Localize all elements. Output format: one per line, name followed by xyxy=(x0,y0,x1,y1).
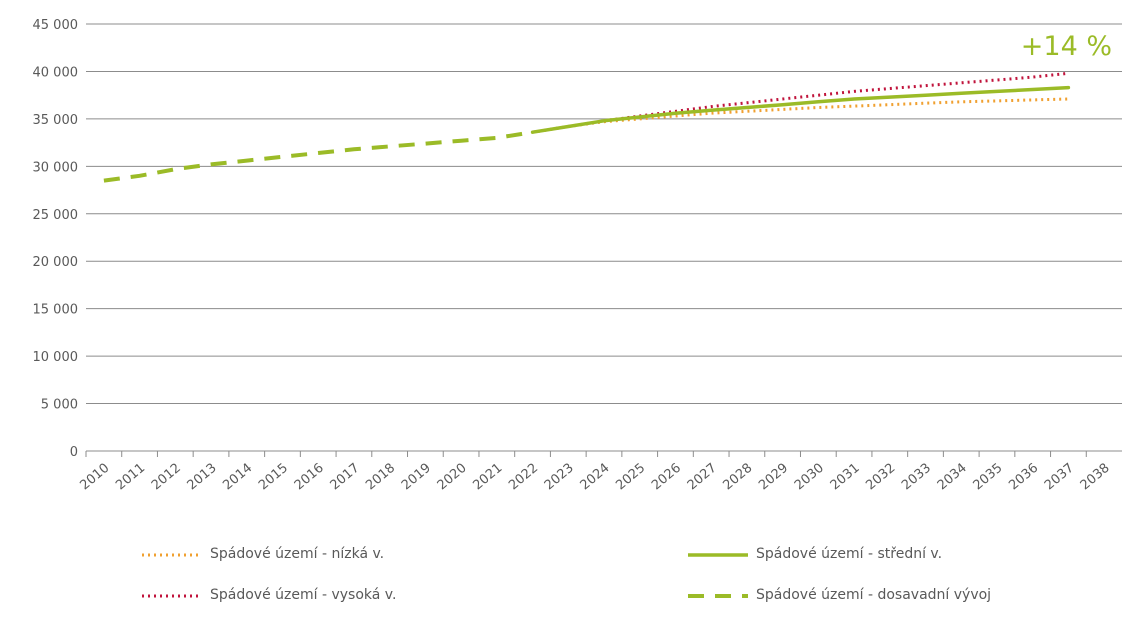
x-axis-ticks: 2010 2011 2012 2013 2014 2015 2016 2017 2018 2019… xyxy=(77,451,1113,494)
x-tick-label: 2031 xyxy=(828,461,863,494)
y-tick-label: 45 000 xyxy=(33,18,79,33)
series-line-2 xyxy=(530,85,1071,134)
x-tick-label: 2022 xyxy=(506,461,541,494)
legend-label: Spádové území - střední v. xyxy=(756,546,943,562)
y-tick-label: 10 000 xyxy=(33,350,79,365)
y-tick-label: 25 000 xyxy=(33,208,79,223)
y-tick-label: 40 000 xyxy=(33,65,79,80)
x-tick-label: 2028 xyxy=(720,461,755,494)
x-tick-label: 2020 xyxy=(435,461,470,494)
x-tick-label: 2018 xyxy=(363,461,398,494)
x-tick-label: 2012 xyxy=(149,461,184,494)
x-tick-label: 2014 xyxy=(220,461,255,494)
y-tick-label: 20 000 xyxy=(33,255,79,270)
y-axis-ticks: 0 5 000 10 000 15 000 20 000 25 000 30 000 35 0… xyxy=(33,18,79,460)
x-tick-label: 2032 xyxy=(863,461,898,494)
series-line-3 xyxy=(103,130,533,183)
legend-swatch xyxy=(688,553,748,557)
y-tick-label: 15 000 xyxy=(33,303,79,318)
legend-label: Spádové území - dosavadní vývoj xyxy=(756,587,992,603)
x-tick-label: 2017 xyxy=(328,461,363,494)
x-tick-label: 2036 xyxy=(1006,461,1041,494)
x-tick-label: 2033 xyxy=(899,461,934,494)
x-tick-label: 2023 xyxy=(542,461,577,494)
series-lines xyxy=(103,71,1071,183)
x-tick-label: 2025 xyxy=(613,461,648,494)
x-tick-label: 2013 xyxy=(185,461,220,494)
legend-swatch xyxy=(142,553,202,557)
x-tick-label: 2010 xyxy=(77,461,112,494)
legend-swatch xyxy=(142,594,202,598)
y-tick-label: 35 000 xyxy=(33,113,79,128)
x-tick-label: 2016 xyxy=(292,461,327,494)
x-tick-label: 2024 xyxy=(578,461,613,494)
y-tick-label: 30 000 xyxy=(33,160,79,175)
x-tick-label: 2034 xyxy=(935,461,970,494)
legend-swatch xyxy=(688,594,748,598)
x-tick-label: 2026 xyxy=(649,461,684,494)
x-tick-label: 2038 xyxy=(1078,461,1113,494)
legend-label: Spádové území - vysoká v. xyxy=(210,587,397,603)
y-tick-label: 5 000 xyxy=(41,398,78,413)
x-tick-label: 2030 xyxy=(792,461,827,494)
y-tick-label: 0 xyxy=(70,445,78,460)
grid-lines xyxy=(86,23,1122,452)
growth-annotation: +14 % xyxy=(1021,31,1112,62)
x-tick-label: 2027 xyxy=(685,461,720,494)
x-tick-label: 2037 xyxy=(1042,461,1077,494)
x-tick-label: 2035 xyxy=(971,461,1006,494)
x-tick-label: 2029 xyxy=(756,461,791,494)
x-tick-label: 2015 xyxy=(256,461,291,494)
x-tick-label: 2011 xyxy=(113,461,148,494)
x-tick-label: 2019 xyxy=(399,461,434,494)
x-tick-label: 2021 xyxy=(470,461,505,494)
legend-label: Spádové území - nízká v. xyxy=(210,546,385,562)
